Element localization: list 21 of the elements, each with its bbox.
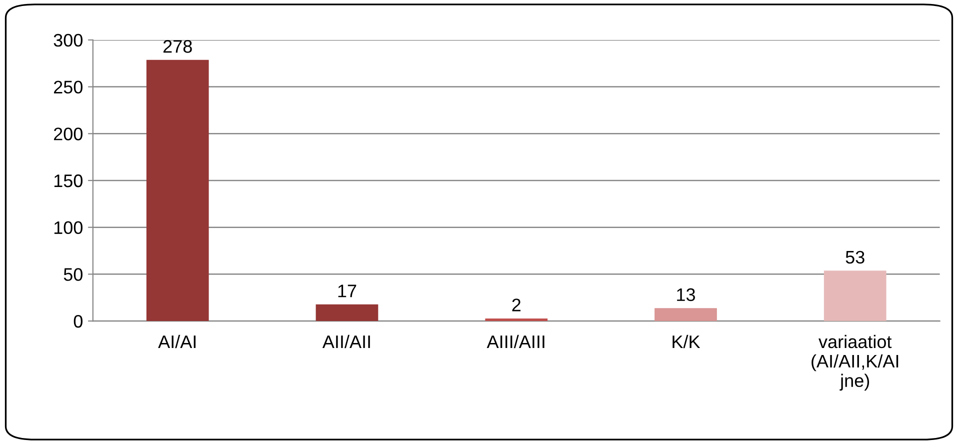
y-tick-label: 250 [54, 80, 82, 94]
y-tick-label: 200 [54, 128, 82, 140]
x-tick-label: K/K [672, 334, 700, 348]
y-tick-label: 0 [74, 314, 82, 328]
y-tick-label: 150 [54, 174, 82, 188]
data-label: 17 [338, 284, 356, 298]
x-tick-label: AIII/AIII [486, 334, 544, 348]
bar [146, 60, 209, 322]
x-tick-label: AII/AII [322, 334, 370, 348]
y-tick-label: 300 [54, 34, 82, 47]
bar [654, 308, 717, 322]
x-tick-label: variaatiot (AI/AII,K/AI jne) [812, 334, 898, 391]
y-tick-label: 100 [54, 221, 82, 234]
bar [824, 270, 886, 322]
data-label: 2 [512, 298, 520, 312]
y-tick-label: 50 [64, 268, 82, 281]
data-label: 53 [846, 250, 864, 264]
data-label: 278 [163, 40, 192, 53]
x-tick-label: AI/AI [158, 334, 196, 348]
data-label: 13 [677, 288, 695, 302]
bar [316, 304, 378, 322]
